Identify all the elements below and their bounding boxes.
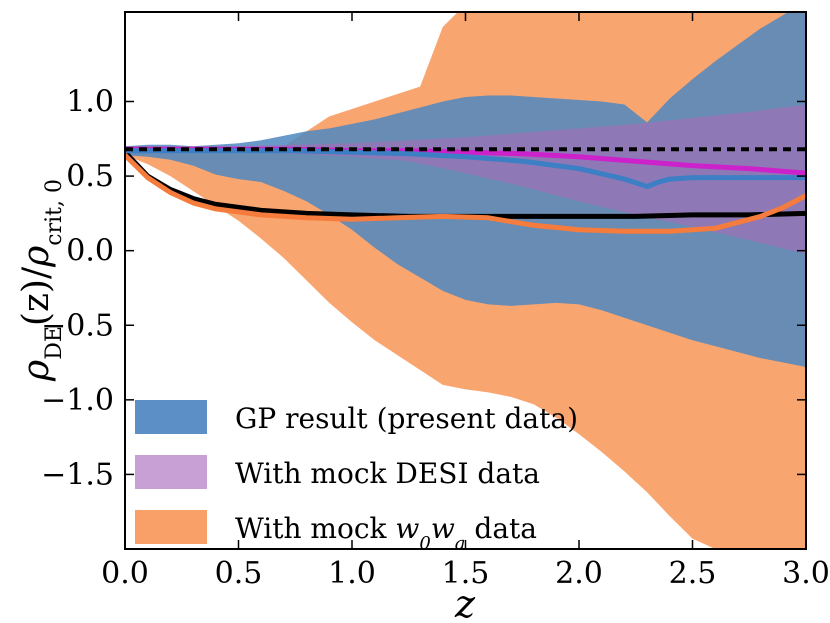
series-line-1 — [125, 149, 806, 219]
y-axis-title: ρDE(z)/ρcrit, 0 — [16, 179, 67, 382]
plot-frame — [124, 11, 807, 550]
legend-label-desi: With mock DESI data — [235, 457, 540, 490]
x-tick-label: 2.5 — [669, 556, 717, 591]
y-title-rho-right: ρ — [16, 246, 57, 268]
y-tick-label: 0.0 — [66, 234, 114, 269]
axes: 0.0 0.5 1.0 1.5 2.0 2.5 3.0 1.0 0.5 0.0 −0.5 −1.0 −1… — [41, 12, 830, 591]
x-tick-label: 3.0 — [782, 556, 830, 591]
y-title-rho-left: ρ — [16, 360, 57, 382]
x-axis-title: z — [454, 582, 476, 623]
y-tick-label: −0.5 — [41, 308, 114, 343]
series-line-4 — [125, 152, 806, 234]
legend-label-w0wa-end: data — [466, 512, 537, 545]
legend-label-w0wa-start: With mock — [235, 512, 395, 545]
legend-label-gp: GP result (present data) — [235, 402, 578, 435]
legend-swatch-gp — [135, 400, 207, 434]
x-tick-label: 2.0 — [555, 556, 603, 591]
legend-label-w0wa-math: w0wa — [395, 512, 465, 554]
x-tick-label: 1.5 — [442, 556, 490, 591]
y-title-sub-left: DE — [42, 326, 67, 360]
legend-swatch-w0wa — [135, 510, 207, 544]
legend-label-w0wa: With mock w0wa data — [235, 512, 537, 554]
y-title-paren: (z)/ — [16, 266, 57, 326]
y-title-sub-right: crit, 0 — [42, 179, 67, 246]
y-tick-label: −1.0 — [41, 383, 114, 418]
bands-layer — [125, 12, 806, 549]
y-tick-label: 1.0 — [66, 85, 114, 120]
y-tick-label: −1.5 — [41, 457, 114, 492]
legend-swatch-desi — [135, 455, 207, 489]
x-tick-label: 0.5 — [215, 556, 263, 591]
x-tick-label: 0.0 — [101, 556, 149, 591]
band-1 — [125, 104, 806, 254]
x-tick-label: 1.0 — [328, 556, 376, 591]
legend: GP result (present data) With mock DESI … — [135, 400, 578, 554]
y-tick-label: 0.5 — [66, 159, 114, 194]
svg-text:ρDE(z)/ρcrit, 0: ρDE(z)/ρcrit, 0 — [16, 179, 67, 382]
lines-layer — [125, 146, 806, 234]
band-0 — [125, 12, 806, 367]
